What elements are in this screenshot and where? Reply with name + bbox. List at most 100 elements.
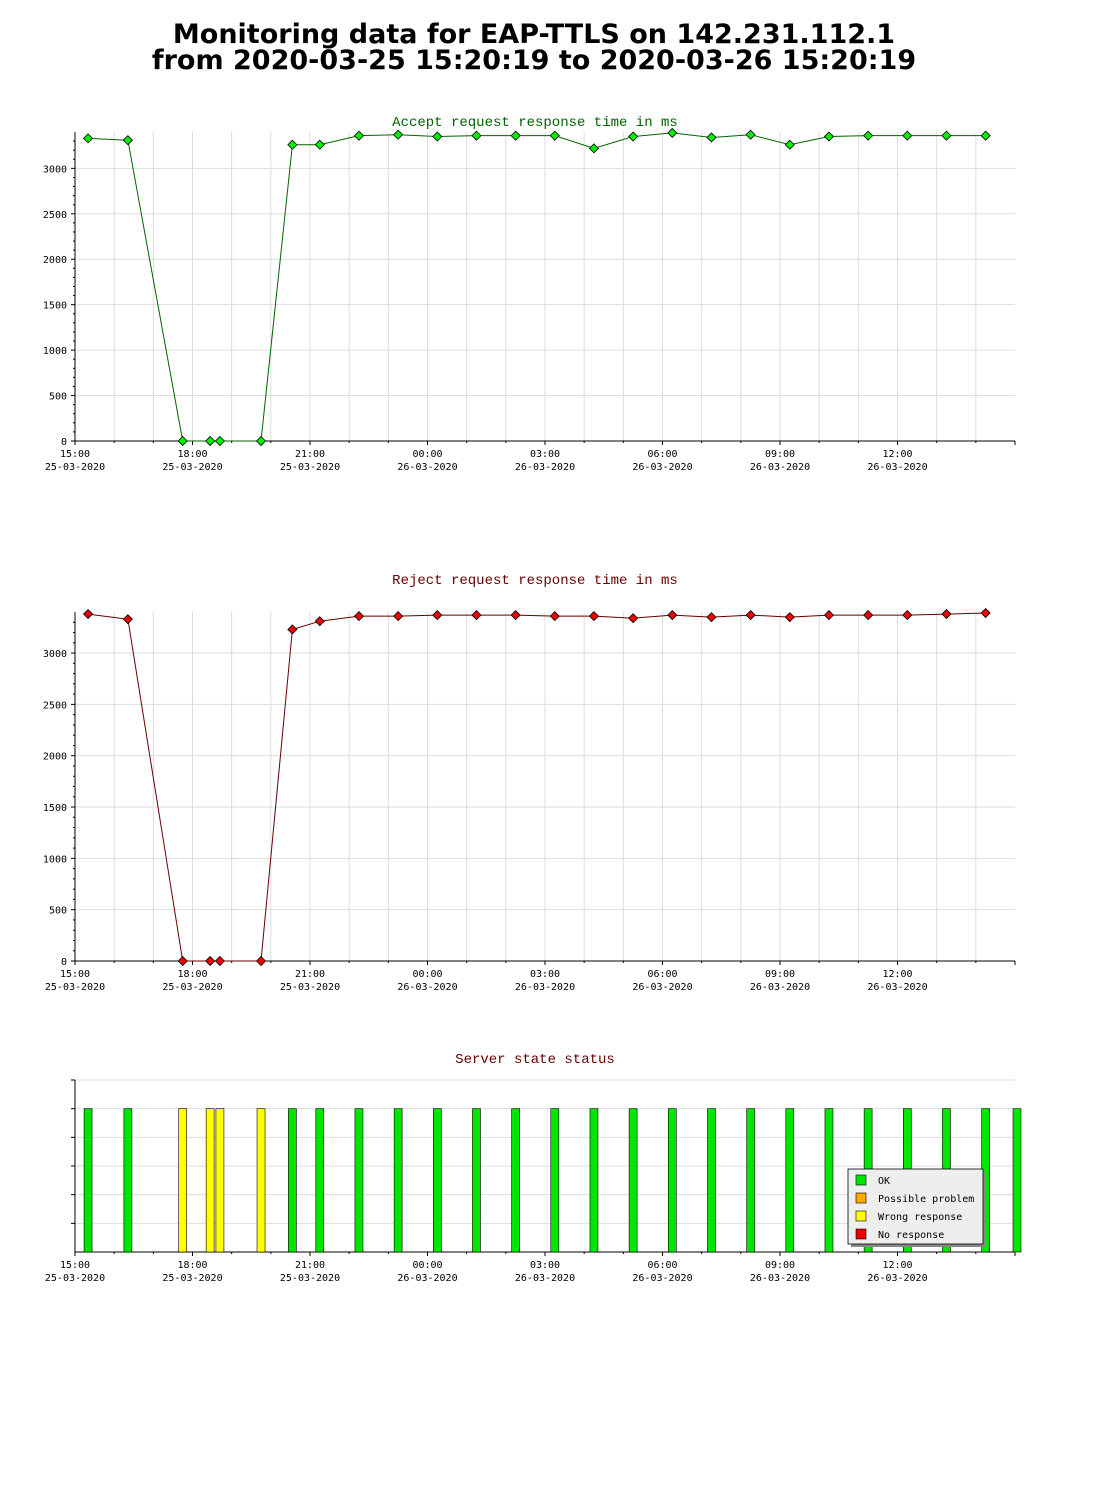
y-tick-label: 2500 [43,700,67,711]
x-tick-label-time: 18:00 [177,1260,207,1271]
x-tick-label-date: 26-03-2020 [632,982,692,993]
x-tick-label-date: 26-03-2020 [515,982,575,993]
data-point [205,435,216,447]
x-tick-label-date: 25-03-2020 [45,462,105,473]
legend-label: No response [878,1230,944,1241]
x-tick-label-time: 12:00 [882,969,912,980]
data-point [314,139,325,150]
x-tick-label-date: 26-03-2020 [515,462,575,473]
data-point [980,130,991,141]
x-tick-label-date: 26-03-2020 [632,1273,692,1284]
data-point [122,135,133,146]
data-point [353,611,365,622]
x-tick-label-time: 18:00 [177,969,207,980]
status-bar [824,1108,834,1253]
x-tick-label-date: 26-03-2020 [515,1273,575,1284]
x-tick-label-time: 21:00 [295,1260,325,1271]
status-bar [432,1108,442,1253]
legend-swatch [855,1228,867,1240]
data-point [706,612,717,623]
legend-swatch [855,1210,867,1222]
data-point [177,435,188,447]
data-point [393,129,404,140]
status-bar [511,1108,520,1253]
status-bar [550,1108,560,1253]
data-point [667,610,678,621]
y-tick-label: 3000 [43,649,67,660]
x-tick-label-time: 12:00 [882,449,912,460]
data-point [941,130,952,141]
data-point [287,624,298,635]
x-tick-label-time: 06:00 [647,969,677,980]
data-point [667,127,678,138]
x-tick-label-time: 00:00 [412,449,442,460]
data-point [628,131,639,142]
y-tick-label: 2000 [43,255,67,266]
x-tick-label-date: 26-03-2020 [867,982,927,993]
x-tick-label-time: 00:00 [412,969,442,980]
data-point [510,130,521,141]
status-bar [785,1108,795,1253]
data-point [471,610,482,621]
status-bar [123,1108,133,1253]
data-point [823,131,835,142]
series-line [88,612,986,962]
data-point [706,132,717,143]
legend: OK Possible problem Wrong response No respo… [847,1168,986,1247]
y-tick-label: 500 [49,392,67,403]
y-tick-label: 500 [49,906,67,917]
data-point [863,130,874,141]
legend-swatch [855,1192,867,1204]
data-point [980,607,991,619]
x-tick-label-date: 26-03-2020 [397,982,457,993]
status-bar [667,1108,677,1253]
data-point [353,130,365,141]
chart-title: Reject request response time in ms [392,573,678,589]
x-tick-label-date: 25-03-2020 [280,982,340,993]
data-point [588,143,600,154]
data-point [745,610,756,621]
data-point [287,139,298,150]
data-point [205,955,216,967]
data-point [255,435,267,447]
page-title-line2: from 2020-03-25 15:20:19 to 2020-03-26 1… [151,45,917,76]
y-tick-label: 2000 [43,752,67,763]
data-point [177,955,188,967]
x-tick-label-date: 26-03-2020 [632,462,692,473]
data-point [432,131,443,142]
x-tick-label-time: 21:00 [295,969,325,980]
x-tick-label-time: 09:00 [765,1260,795,1271]
x-tick-label-date: 25-03-2020 [162,462,222,473]
x-tick-label-date: 26-03-2020 [397,462,457,473]
data-point [122,614,133,625]
data-point [588,611,600,622]
y-tick-label: 3000 [43,164,67,175]
status-bar [178,1108,188,1253]
data-point [628,613,639,624]
series-line [88,132,986,442]
x-tick-label-date: 26-03-2020 [397,1273,457,1284]
data-point [745,129,756,140]
page-title-line1: Monitoring data for EAP-TTLS on 142.231.… [172,19,896,50]
accept-chart: Accept request response time in ms 0 500 10… [43,115,1016,473]
legend-label: Possible problem [878,1194,974,1205]
y-tick-label: 1500 [43,301,67,312]
data-point [549,611,560,622]
page-title: Monitoring data for EAP-TTLS on 142.231.… [0,19,1068,76]
legend-label: Wrong response [878,1212,962,1223]
data-point [549,130,560,141]
y-tick-label: 0 [61,957,67,968]
x-tick-label-time: 21:00 [295,449,325,460]
data-point [784,139,795,150]
data-point [82,133,94,144]
status-bar [205,1108,215,1253]
x-tick-label-date: 25-03-2020 [45,1273,105,1284]
status-bar [589,1108,599,1253]
x-tick-label-date: 25-03-2020 [162,1273,222,1284]
data-point [471,130,482,141]
status-bar [288,1108,297,1253]
x-tick-label-time: 18:00 [177,449,207,460]
status-bar [215,1108,225,1253]
data-point [314,616,325,627]
legend-label: OK [878,1176,890,1187]
